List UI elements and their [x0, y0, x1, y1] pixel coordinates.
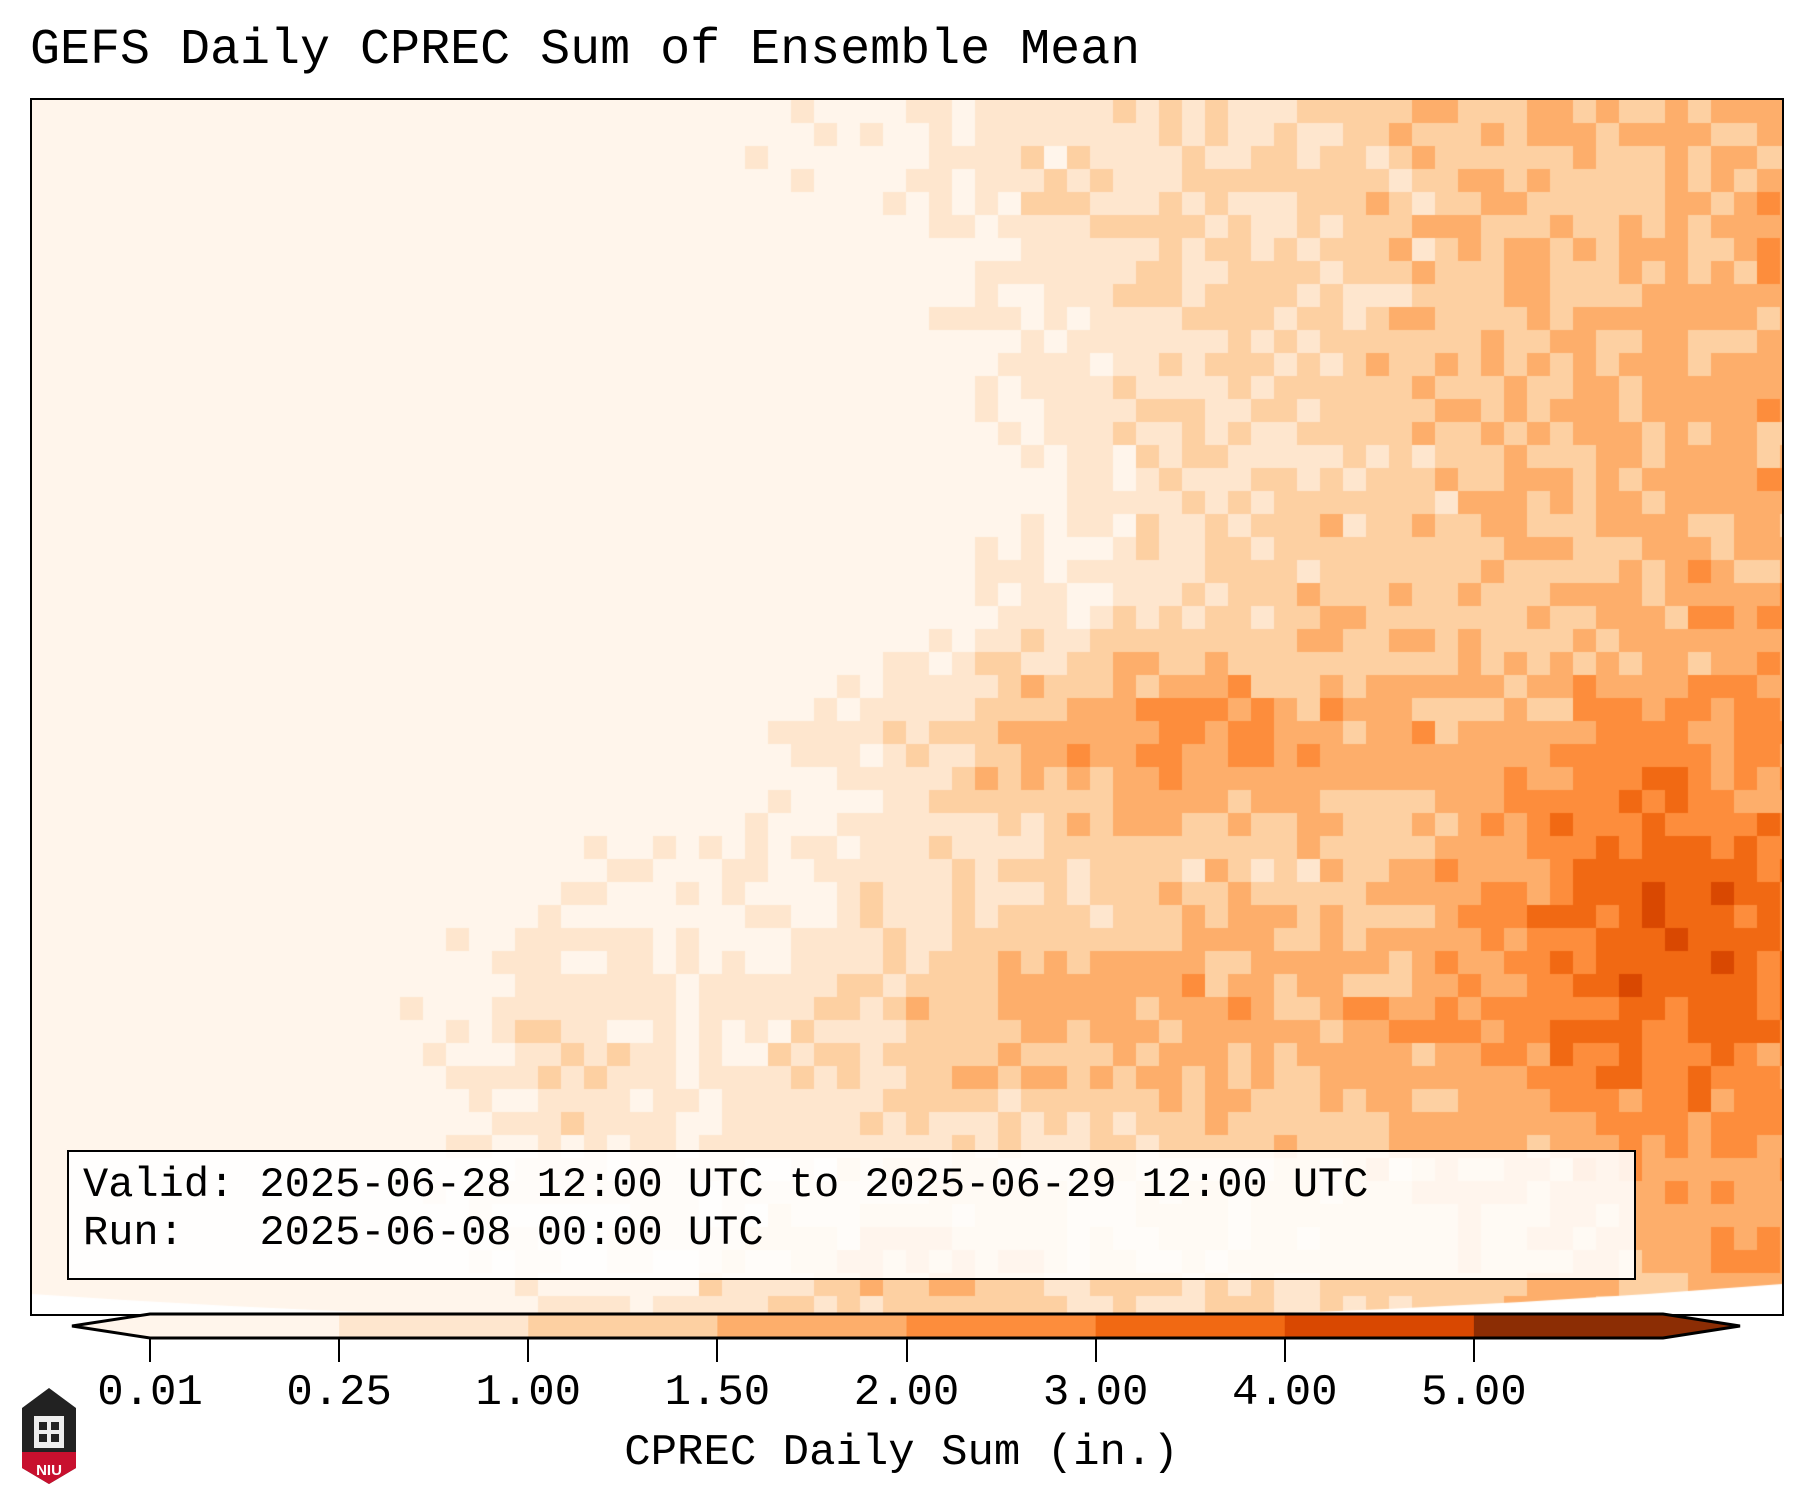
info-box: Valid: 2025-06-28 12:00 UTC to 2025-06-2…	[67, 1150, 1636, 1280]
niu-logo: NIU	[22, 1388, 76, 1484]
colorbar-tick	[527, 1338, 530, 1362]
colorbar-segment	[150, 1314, 340, 1338]
colorbar-segment	[1095, 1314, 1286, 1338]
colorbar-segment	[339, 1314, 529, 1338]
colorbar-tick-label: 1.50	[664, 1368, 771, 1418]
colorbar-tick-label: 2.00	[853, 1368, 960, 1418]
colorbar-tick	[1094, 1338, 1097, 1362]
colorbar-tick-label: 4.00	[1231, 1368, 1338, 1418]
colorbar-tick	[1283, 1338, 1286, 1362]
colorbar-tick	[716, 1338, 719, 1362]
colorbar-tick-label: 0.25	[286, 1368, 392, 1418]
colorbar-tick-label: 1.00	[475, 1368, 582, 1418]
colorbar	[71, 1312, 1741, 1340]
colorbar-label: CPREC Daily Sum (in.)	[624, 1428, 1179, 1478]
colorbar-tick	[1472, 1338, 1475, 1362]
map-title: GEFS Daily CPREC Sum of Ensemble Mean	[30, 22, 1141, 79]
colorbar-tick-label: 5.00	[1421, 1368, 1527, 1418]
colorbar-segment	[717, 1314, 907, 1338]
colorbar-extend-low	[72, 1314, 150, 1338]
colorbar-segment	[906, 1314, 1097, 1338]
colorbar-segment	[1473, 1314, 1664, 1338]
colorbar-segment	[1284, 1314, 1475, 1338]
colorbar-segment	[528, 1314, 718, 1338]
colorbar-tick	[338, 1338, 341, 1362]
precipitation-field	[32, 100, 1782, 1314]
run-time: 2025-06-08 00:00 UTC	[259, 1209, 764, 1257]
colorbar-extend-high	[1663, 1314, 1740, 1338]
valid-time: 2025-06-28 12:00 UTC to 2025-06-29 12:00…	[259, 1161, 1369, 1209]
colorbar-tick	[149, 1338, 151, 1362]
svg-text:NIU: NIU	[36, 1462, 62, 1479]
colorbar-tick-label: 3.00	[1042, 1368, 1149, 1418]
colorbar-tick-label: 0.01	[97, 1368, 203, 1418]
run-label: Run:	[83, 1209, 184, 1257]
precipitation-map	[30, 98, 1784, 1316]
valid-label: Valid:	[83, 1161, 235, 1209]
colorbar-tick	[905, 1338, 908, 1362]
